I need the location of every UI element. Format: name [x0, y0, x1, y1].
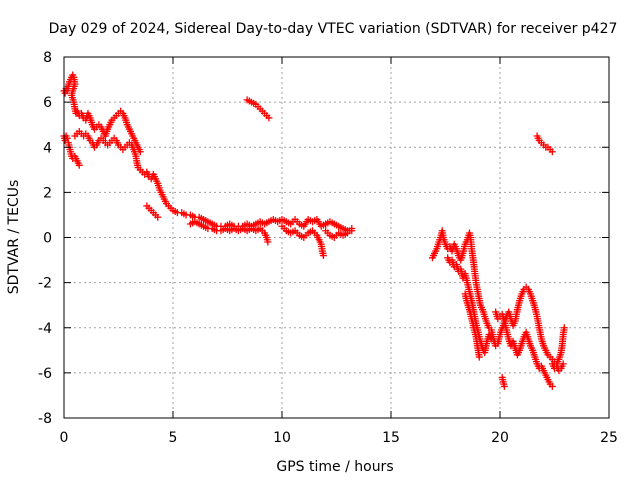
y-tick-label: 8: [43, 50, 52, 66]
data-point: [75, 161, 83, 169]
y-tick-label: 6: [43, 95, 52, 111]
y-tick-labels: -8 -6 -4 -2 0 2 4 6 8: [38, 50, 52, 427]
x-tick-label: 15: [382, 430, 400, 446]
data-point: [560, 324, 568, 332]
data-point: [500, 382, 508, 390]
x-tick-labels: 0 5 10 15 20 25: [60, 430, 618, 446]
data-points: [60, 71, 568, 390]
y-tick-label: 0: [43, 231, 52, 247]
data-point: [264, 238, 272, 246]
chart-title: Day 029 of 2024, Sidereal Day-to-day VTE…: [49, 21, 618, 37]
data-point: [559, 360, 567, 368]
data-point: [475, 353, 483, 361]
y-tick-label: 4: [43, 140, 52, 156]
y-tick-label: -6: [38, 366, 52, 382]
data-point: [265, 114, 273, 122]
x-tick-label: 25: [600, 430, 618, 446]
x-tick-label: 5: [169, 430, 178, 446]
y-tick-label: -4: [38, 321, 52, 337]
data-point: [548, 382, 556, 390]
x-tick-label: 20: [491, 430, 509, 446]
data-point: [154, 213, 162, 221]
y-axis-label: SDTVAR / TECUs: [6, 180, 22, 295]
data-point: [548, 148, 556, 156]
axis-ticks: [63, 56, 610, 419]
x-axis-label: GPS time / hours: [276, 459, 393, 475]
data-point: [319, 252, 327, 260]
data-point: [63, 134, 71, 142]
data-point: [348, 224, 356, 232]
data-point: [487, 335, 495, 343]
grid: [64, 57, 609, 418]
x-tick-label: 10: [273, 430, 291, 446]
y-tick-label: 2: [43, 185, 52, 201]
y-tick-label: -2: [38, 276, 52, 292]
x-tick-label: 0: [60, 430, 69, 446]
y-tick-label: -8: [38, 411, 52, 427]
